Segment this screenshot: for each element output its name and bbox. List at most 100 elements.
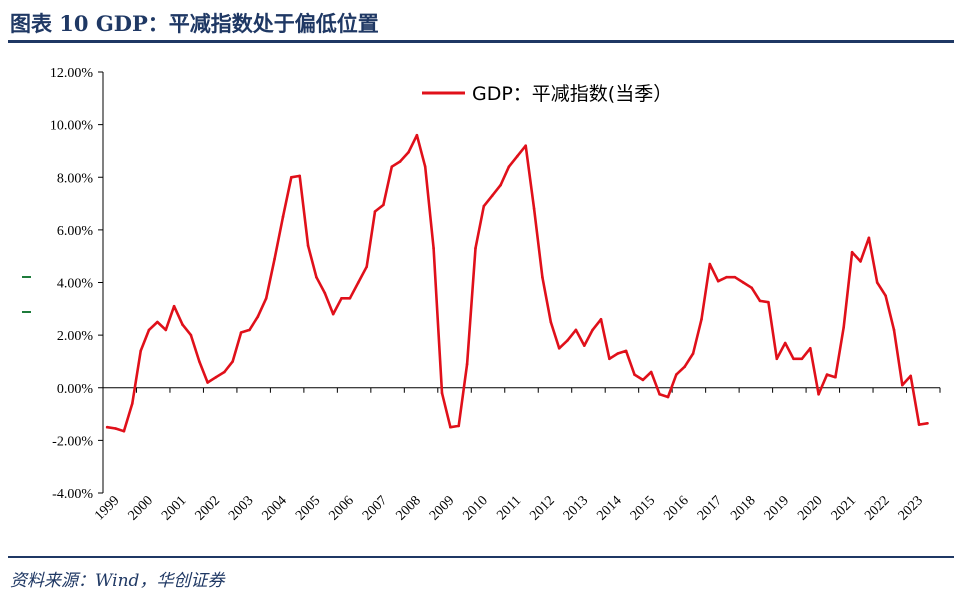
x-tick-label: 2016: [661, 493, 691, 523]
title-bar: 图表 10 GDP：平减指数处于偏低位置: [8, 4, 954, 43]
y-tick-label: 12.00%: [50, 66, 94, 81]
data-point: [348, 297, 352, 300]
x-tick-label: 2007: [360, 493, 390, 523]
data-point: [122, 429, 126, 433]
data-point: [926, 422, 929, 425]
x-tick-label: 2021: [829, 493, 859, 523]
title-underline: [8, 40, 954, 43]
data-point: [290, 176, 293, 179]
data-point: [264, 297, 268, 300]
data-point: [725, 275, 728, 279]
data-point: [156, 320, 159, 324]
data-point: [842, 325, 845, 329]
x-tick-label: 2002: [193, 493, 223, 523]
x-tick-label: 2017: [695, 493, 725, 523]
data-point: [541, 275, 544, 279]
x-tick-label: 2023: [896, 493, 926, 523]
data-point: [507, 165, 511, 168]
x-tick-label: 2014: [594, 493, 624, 523]
data-point: [691, 352, 695, 355]
x-tick-label: 2018: [728, 493, 758, 523]
data-point: [231, 360, 234, 363]
data-point: [532, 207, 536, 211]
series-layer: [105, 133, 929, 433]
data-point: [892, 328, 896, 332]
x-tick-label: 2003: [226, 493, 256, 523]
data-point: [131, 402, 134, 405]
data-point: [331, 312, 335, 316]
data-point: [139, 349, 142, 353]
line-chart: 12.00% 10.00% 8.00% 6.00% 4.00% 2.00% 0.00% -2.…: [50, 66, 941, 524]
data-point: [867, 236, 871, 240]
data-point: [850, 250, 854, 254]
data-point: [909, 374, 912, 378]
y-tick-label: 6.00%: [57, 224, 94, 239]
data-point: [449, 425, 452, 429]
data-point: [549, 320, 553, 324]
x-tick-label: 2001: [159, 493, 189, 523]
data-point: [465, 362, 469, 366]
data-point: [716, 279, 720, 283]
data-point: [817, 393, 820, 396]
y-tick-label: 0.00%: [57, 382, 94, 397]
x-tick-label: 2012: [527, 493, 557, 523]
x-tick-label: 2006: [327, 493, 357, 523]
y-tick-label: 8.00%: [57, 171, 94, 186]
data-point: [733, 275, 737, 279]
data-point: [875, 281, 879, 284]
data-point: [398, 160, 402, 163]
data-point: [758, 299, 762, 303]
data-point: [482, 204, 486, 208]
data-point: [557, 347, 561, 350]
data-point: [742, 281, 745, 284]
data-point: [633, 373, 636, 376]
x-tick-label: 2019: [762, 493, 792, 523]
data-point: [323, 291, 327, 295]
legend-label: GDP：平减指数(当季）: [472, 83, 672, 105]
y-axis-ticks: 12.00% 10.00% 8.00% 6.00% 4.00% 2.00% 0.00% -2.…: [50, 66, 103, 502]
data-point: [809, 347, 812, 350]
x-tick-label: 2009: [427, 493, 457, 523]
data-point: [591, 328, 594, 332]
data-point: [357, 281, 360, 284]
y-tick-label: 4.00%: [57, 277, 94, 292]
data-point: [516, 154, 519, 158]
x-tick-label: 2013: [561, 493, 591, 523]
data-point: [499, 183, 502, 187]
data-point: [608, 357, 611, 361]
x-tick-label: 2010: [460, 493, 490, 523]
data-point: [834, 375, 837, 379]
data-point: [524, 144, 527, 147]
x-tick-label: 2020: [795, 493, 825, 523]
x-tick-label: 2015: [628, 493, 658, 523]
data-point: [457, 424, 461, 428]
data-point: [164, 328, 168, 332]
data-point: [658, 393, 661, 396]
data-point: [901, 383, 904, 387]
data-point: [750, 286, 753, 290]
x-tick-label: 2022: [862, 493, 892, 523]
data-point: [440, 391, 444, 395]
data-point: [800, 357, 804, 361]
data-point: [273, 257, 276, 261]
data-point: [407, 151, 410, 154]
data-point: [641, 378, 645, 382]
data-point: [599, 318, 603, 321]
data-point: [189, 333, 193, 337]
data-point: [432, 247, 435, 250]
data-point: [649, 370, 653, 374]
data-point: [792, 357, 795, 361]
data-point: [114, 427, 117, 430]
y-tick-label: 10.00%: [50, 119, 94, 134]
data-point: [583, 344, 586, 347]
data-point: [917, 423, 921, 426]
data-point: [474, 247, 477, 250]
data-point: [256, 315, 260, 319]
data-point: [181, 323, 184, 326]
data-point: [390, 165, 394, 168]
data-point: [298, 174, 302, 178]
data-point: [708, 262, 712, 266]
data-point: [666, 395, 670, 399]
side-marker: [22, 311, 31, 313]
legend: GDP：平减指数(当季）: [422, 83, 672, 105]
